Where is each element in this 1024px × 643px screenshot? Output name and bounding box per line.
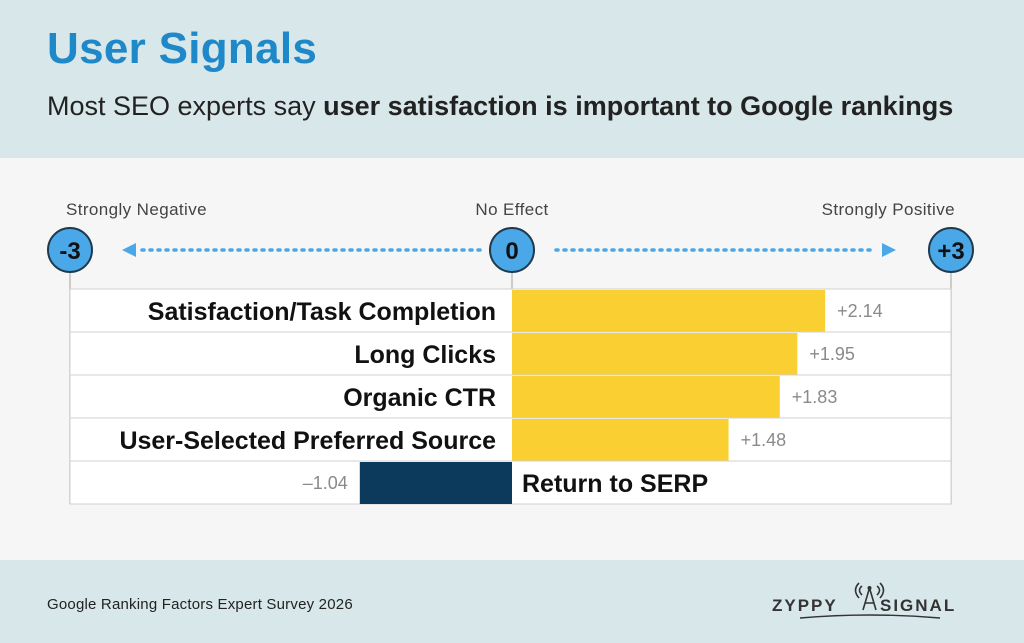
category-label: User-Selected Preferred Source — [119, 427, 496, 455]
zyppy-signal-logo: ZYPPY SIGNAL — [772, 582, 956, 619]
scale-label-negative: Strongly Negative — [66, 200, 207, 219]
tower-dot — [867, 586, 872, 590]
table-row: Long Clicks +1.95 — [69, 331, 952, 376]
source-note: Google Ranking Factors Expert Survey 202… — [47, 596, 353, 613]
scale-marker-zero — [489, 227, 535, 273]
table-row: Organic CTR +1.83 — [69, 374, 952, 419]
subtitle-bold: user satisfaction is important to Google… — [323, 91, 954, 121]
bar — [512, 376, 780, 418]
bar — [359, 462, 512, 504]
category-label: Satisfaction/Task Completion — [148, 298, 496, 326]
value-label: +1.95 — [809, 344, 855, 364]
subtitle-plain: Most SEO experts say — [47, 91, 324, 121]
logo-swoosh — [799, 614, 941, 619]
scale-marker-positive-label: +3 — [937, 238, 964, 265]
arrowhead-left-icon — [122, 243, 136, 257]
scale-marker-negative — [47, 227, 93, 273]
value-label: +2.14 — [837, 301, 883, 321]
scale-marker-positive — [928, 227, 974, 273]
table-row: User-Selected Preferred Source +1.48 — [69, 417, 952, 462]
page-subtitle: Most SEO experts say user satisfaction i… — [47, 91, 953, 122]
category-label: Long Clicks — [354, 341, 496, 369]
bar-chart: Strongly Negative No Effect Strongly Posit… — [47, 200, 974, 505]
logo-text-left: ZYPPY — [772, 596, 838, 615]
scale-marker-zero-label: 0 — [505, 238, 518, 265]
scale-marker-negative-label: -3 — [59, 238, 80, 265]
chart-rows: Satisfaction/Task Completion +2.14 Long Cl… — [69, 288, 952, 505]
signal-tower-icon — [854, 582, 885, 611]
footer-band — [0, 560, 1024, 643]
bar — [512, 333, 798, 375]
category-label: Organic CTR — [343, 384, 496, 412]
row-background — [69, 331, 952, 376]
bar — [512, 419, 729, 461]
value-label: +1.48 — [741, 430, 787, 450]
row-background — [69, 374, 952, 419]
table-row: Return to SERP –1.04 — [69, 460, 952, 505]
bar — [512, 290, 826, 332]
value-label: +1.83 — [792, 387, 838, 407]
row-background — [69, 417, 952, 462]
table-row: Satisfaction/Task Completion +2.14 — [69, 288, 952, 333]
header-band: User Signals Most SEO experts say user s… — [0, 0, 1024, 158]
page-title: User Signals — [47, 24, 318, 73]
value-label: –1.04 — [303, 473, 348, 493]
arrowhead-right-icon — [882, 243, 896, 257]
logo-text-right: SIGNAL — [880, 596, 956, 615]
category-label: Return to SERP — [522, 470, 708, 498]
scale-label-neutral: No Effect — [475, 200, 548, 219]
scale-label-positive: Strongly Positive — [822, 200, 955, 219]
